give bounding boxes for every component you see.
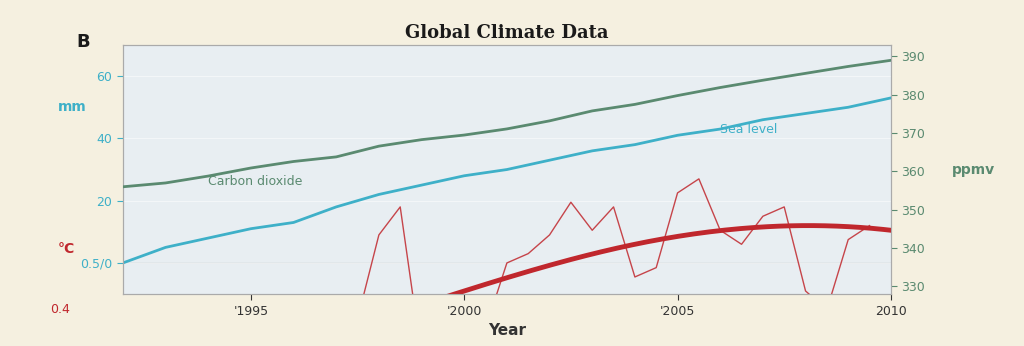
- Text: Carbon dioxide: Carbon dioxide: [208, 175, 302, 189]
- Text: °C: °C: [57, 242, 75, 256]
- Text: ppmv: ppmv: [952, 163, 995, 176]
- Title: Global Climate Data: Global Climate Data: [406, 24, 608, 42]
- Text: Sea level: Sea level: [720, 122, 777, 136]
- Text: mm: mm: [57, 100, 86, 114]
- Text: B: B: [77, 33, 90, 51]
- X-axis label: Year: Year: [487, 323, 526, 338]
- Text: 0.4: 0.4: [50, 303, 70, 316]
